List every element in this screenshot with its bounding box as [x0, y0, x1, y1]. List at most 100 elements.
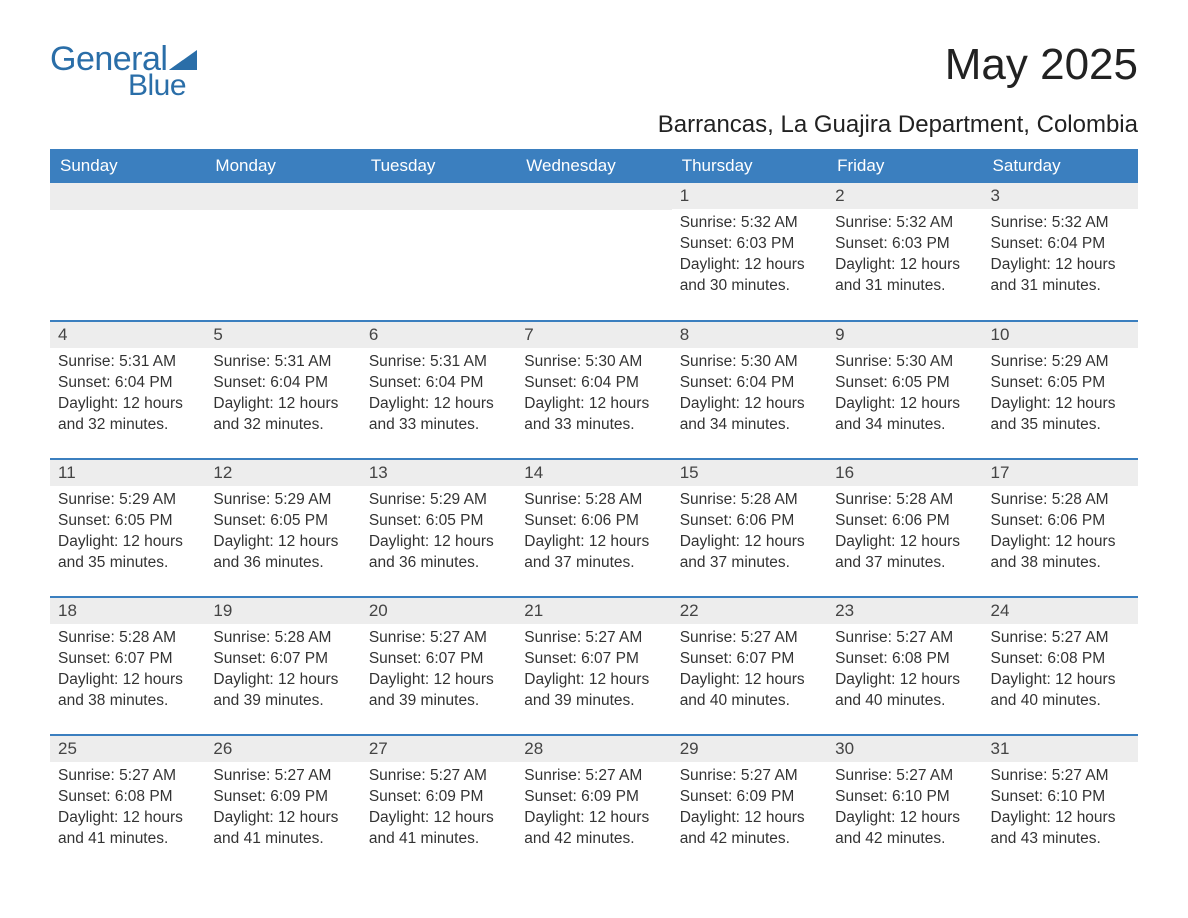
daylight1-text: Daylight: 12 hours [524, 532, 663, 553]
calendar-day-cell [50, 183, 205, 321]
sunrise-text: Sunrise: 5:28 AM [58, 628, 197, 649]
sunset-text: Sunset: 6:04 PM [991, 234, 1130, 255]
calendar-day-cell [205, 183, 360, 321]
day-number: 23 [827, 598, 982, 624]
calendar-day-cell: 20Sunrise: 5:27 AMSunset: 6:07 PMDayligh… [361, 597, 516, 735]
day-details: Sunrise: 5:32 AMSunset: 6:04 PMDaylight:… [983, 209, 1138, 301]
sunset-text: Sunset: 6:10 PM [991, 787, 1130, 808]
sunrise-text: Sunrise: 5:30 AM [835, 352, 974, 373]
sunset-text: Sunset: 6:06 PM [835, 511, 974, 532]
day-number: 30 [827, 736, 982, 762]
daylight2-text: and 35 minutes. [58, 553, 197, 574]
daylight2-text: and 42 minutes. [835, 829, 974, 850]
day-details: Sunrise: 5:29 AMSunset: 6:05 PMDaylight:… [983, 348, 1138, 440]
weekday-header: Sunday [50, 149, 205, 183]
daylight2-text: and 39 minutes. [369, 691, 508, 712]
daylight2-text: and 38 minutes. [58, 691, 197, 712]
day-details: Sunrise: 5:29 AMSunset: 6:05 PMDaylight:… [205, 486, 360, 578]
page-title: May 2025 [945, 40, 1138, 90]
day-number: 22 [672, 598, 827, 624]
sunset-text: Sunset: 6:07 PM [213, 649, 352, 670]
sunset-text: Sunset: 6:04 PM [58, 373, 197, 394]
daylight2-text: and 42 minutes. [524, 829, 663, 850]
sunrise-text: Sunrise: 5:27 AM [213, 766, 352, 787]
sunset-text: Sunset: 6:03 PM [680, 234, 819, 255]
calendar-day-cell: 11Sunrise: 5:29 AMSunset: 6:05 PMDayligh… [50, 459, 205, 597]
sunset-text: Sunset: 6:10 PM [835, 787, 974, 808]
daylight1-text: Daylight: 12 hours [369, 670, 508, 691]
day-details: Sunrise: 5:27 AMSunset: 6:07 PMDaylight:… [672, 624, 827, 716]
day-details: Sunrise: 5:31 AMSunset: 6:04 PMDaylight:… [50, 348, 205, 440]
weekday-header: Friday [827, 149, 982, 183]
header: General Blue May 2025 [50, 40, 1138, 103]
day-details: Sunrise: 5:27 AMSunset: 6:09 PMDaylight:… [205, 762, 360, 854]
daylight1-text: Daylight: 12 hours [213, 808, 352, 829]
calendar-day-cell: 24Sunrise: 5:27 AMSunset: 6:08 PMDayligh… [983, 597, 1138, 735]
daylight2-text: and 33 minutes. [524, 415, 663, 436]
day-number: 31 [983, 736, 1138, 762]
calendar-week-row: 4Sunrise: 5:31 AMSunset: 6:04 PMDaylight… [50, 321, 1138, 459]
day-number: 4 [50, 322, 205, 348]
sunset-text: Sunset: 6:06 PM [991, 511, 1130, 532]
calendar-day-cell: 3Sunrise: 5:32 AMSunset: 6:04 PMDaylight… [983, 183, 1138, 321]
daylight2-text: and 39 minutes. [524, 691, 663, 712]
weekday-header-row: Sunday Monday Tuesday Wednesday Thursday… [50, 149, 1138, 183]
day-details: Sunrise: 5:29 AMSunset: 6:05 PMDaylight:… [50, 486, 205, 578]
daylight2-text: and 33 minutes. [369, 415, 508, 436]
daylight2-text: and 40 minutes. [991, 691, 1130, 712]
calendar-day-cell [516, 183, 671, 321]
sunrise-text: Sunrise: 5:30 AM [524, 352, 663, 373]
day-details: Sunrise: 5:30 AMSunset: 6:05 PMDaylight:… [827, 348, 982, 440]
day-details: Sunrise: 5:28 AMSunset: 6:06 PMDaylight:… [672, 486, 827, 578]
day-number: 19 [205, 598, 360, 624]
calendar-day-cell: 8Sunrise: 5:30 AMSunset: 6:04 PMDaylight… [672, 321, 827, 459]
day-number: 21 [516, 598, 671, 624]
sunrise-text: Sunrise: 5:28 AM [835, 490, 974, 511]
day-details: Sunrise: 5:28 AMSunset: 6:07 PMDaylight:… [50, 624, 205, 716]
day-number: 18 [50, 598, 205, 624]
daylight2-text: and 37 minutes. [524, 553, 663, 574]
day-number: 3 [983, 183, 1138, 209]
empty-day-header [50, 183, 205, 210]
sunset-text: Sunset: 6:05 PM [213, 511, 352, 532]
daylight2-text: and 36 minutes. [213, 553, 352, 574]
sunset-text: Sunset: 6:07 PM [524, 649, 663, 670]
sunset-text: Sunset: 6:09 PM [369, 787, 508, 808]
daylight1-text: Daylight: 12 hours [369, 808, 508, 829]
daylight2-text: and 31 minutes. [835, 276, 974, 297]
calendar-day-cell: 22Sunrise: 5:27 AMSunset: 6:07 PMDayligh… [672, 597, 827, 735]
sunrise-text: Sunrise: 5:32 AM [991, 213, 1130, 234]
empty-day-header [205, 183, 360, 210]
sunrise-text: Sunrise: 5:29 AM [991, 352, 1130, 373]
calendar-day-cell: 4Sunrise: 5:31 AMSunset: 6:04 PMDaylight… [50, 321, 205, 459]
calendar-day-cell: 19Sunrise: 5:28 AMSunset: 6:07 PMDayligh… [205, 597, 360, 735]
calendar-day-cell: 5Sunrise: 5:31 AMSunset: 6:04 PMDaylight… [205, 321, 360, 459]
day-details: Sunrise: 5:27 AMSunset: 6:08 PMDaylight:… [827, 624, 982, 716]
sunrise-text: Sunrise: 5:31 AM [58, 352, 197, 373]
calendar-day-cell: 25Sunrise: 5:27 AMSunset: 6:08 PMDayligh… [50, 735, 205, 873]
sunset-text: Sunset: 6:04 PM [524, 373, 663, 394]
daylight1-text: Daylight: 12 hours [213, 394, 352, 415]
sunset-text: Sunset: 6:08 PM [58, 787, 197, 808]
day-number: 13 [361, 460, 516, 486]
sunset-text: Sunset: 6:05 PM [835, 373, 974, 394]
sunset-text: Sunset: 6:09 PM [680, 787, 819, 808]
calendar-day-cell: 28Sunrise: 5:27 AMSunset: 6:09 PMDayligh… [516, 735, 671, 873]
sunrise-text: Sunrise: 5:27 AM [991, 766, 1130, 787]
daylight1-text: Daylight: 12 hours [680, 394, 819, 415]
calendar-day-cell: 6Sunrise: 5:31 AMSunset: 6:04 PMDaylight… [361, 321, 516, 459]
day-number: 14 [516, 460, 671, 486]
day-details: Sunrise: 5:27 AMSunset: 6:09 PMDaylight:… [516, 762, 671, 854]
calendar-day-cell: 7Sunrise: 5:30 AMSunset: 6:04 PMDaylight… [516, 321, 671, 459]
day-number: 10 [983, 322, 1138, 348]
calendar-day-cell: 17Sunrise: 5:28 AMSunset: 6:06 PMDayligh… [983, 459, 1138, 597]
sunset-text: Sunset: 6:04 PM [213, 373, 352, 394]
sunrise-text: Sunrise: 5:31 AM [213, 352, 352, 373]
sunset-text: Sunset: 6:09 PM [213, 787, 352, 808]
day-details: Sunrise: 5:31 AMSunset: 6:04 PMDaylight:… [361, 348, 516, 440]
daylight1-text: Daylight: 12 hours [991, 394, 1130, 415]
day-number: 8 [672, 322, 827, 348]
calendar-day-cell: 2Sunrise: 5:32 AMSunset: 6:03 PMDaylight… [827, 183, 982, 321]
weekday-header: Wednesday [516, 149, 671, 183]
daylight2-text: and 38 minutes. [991, 553, 1130, 574]
